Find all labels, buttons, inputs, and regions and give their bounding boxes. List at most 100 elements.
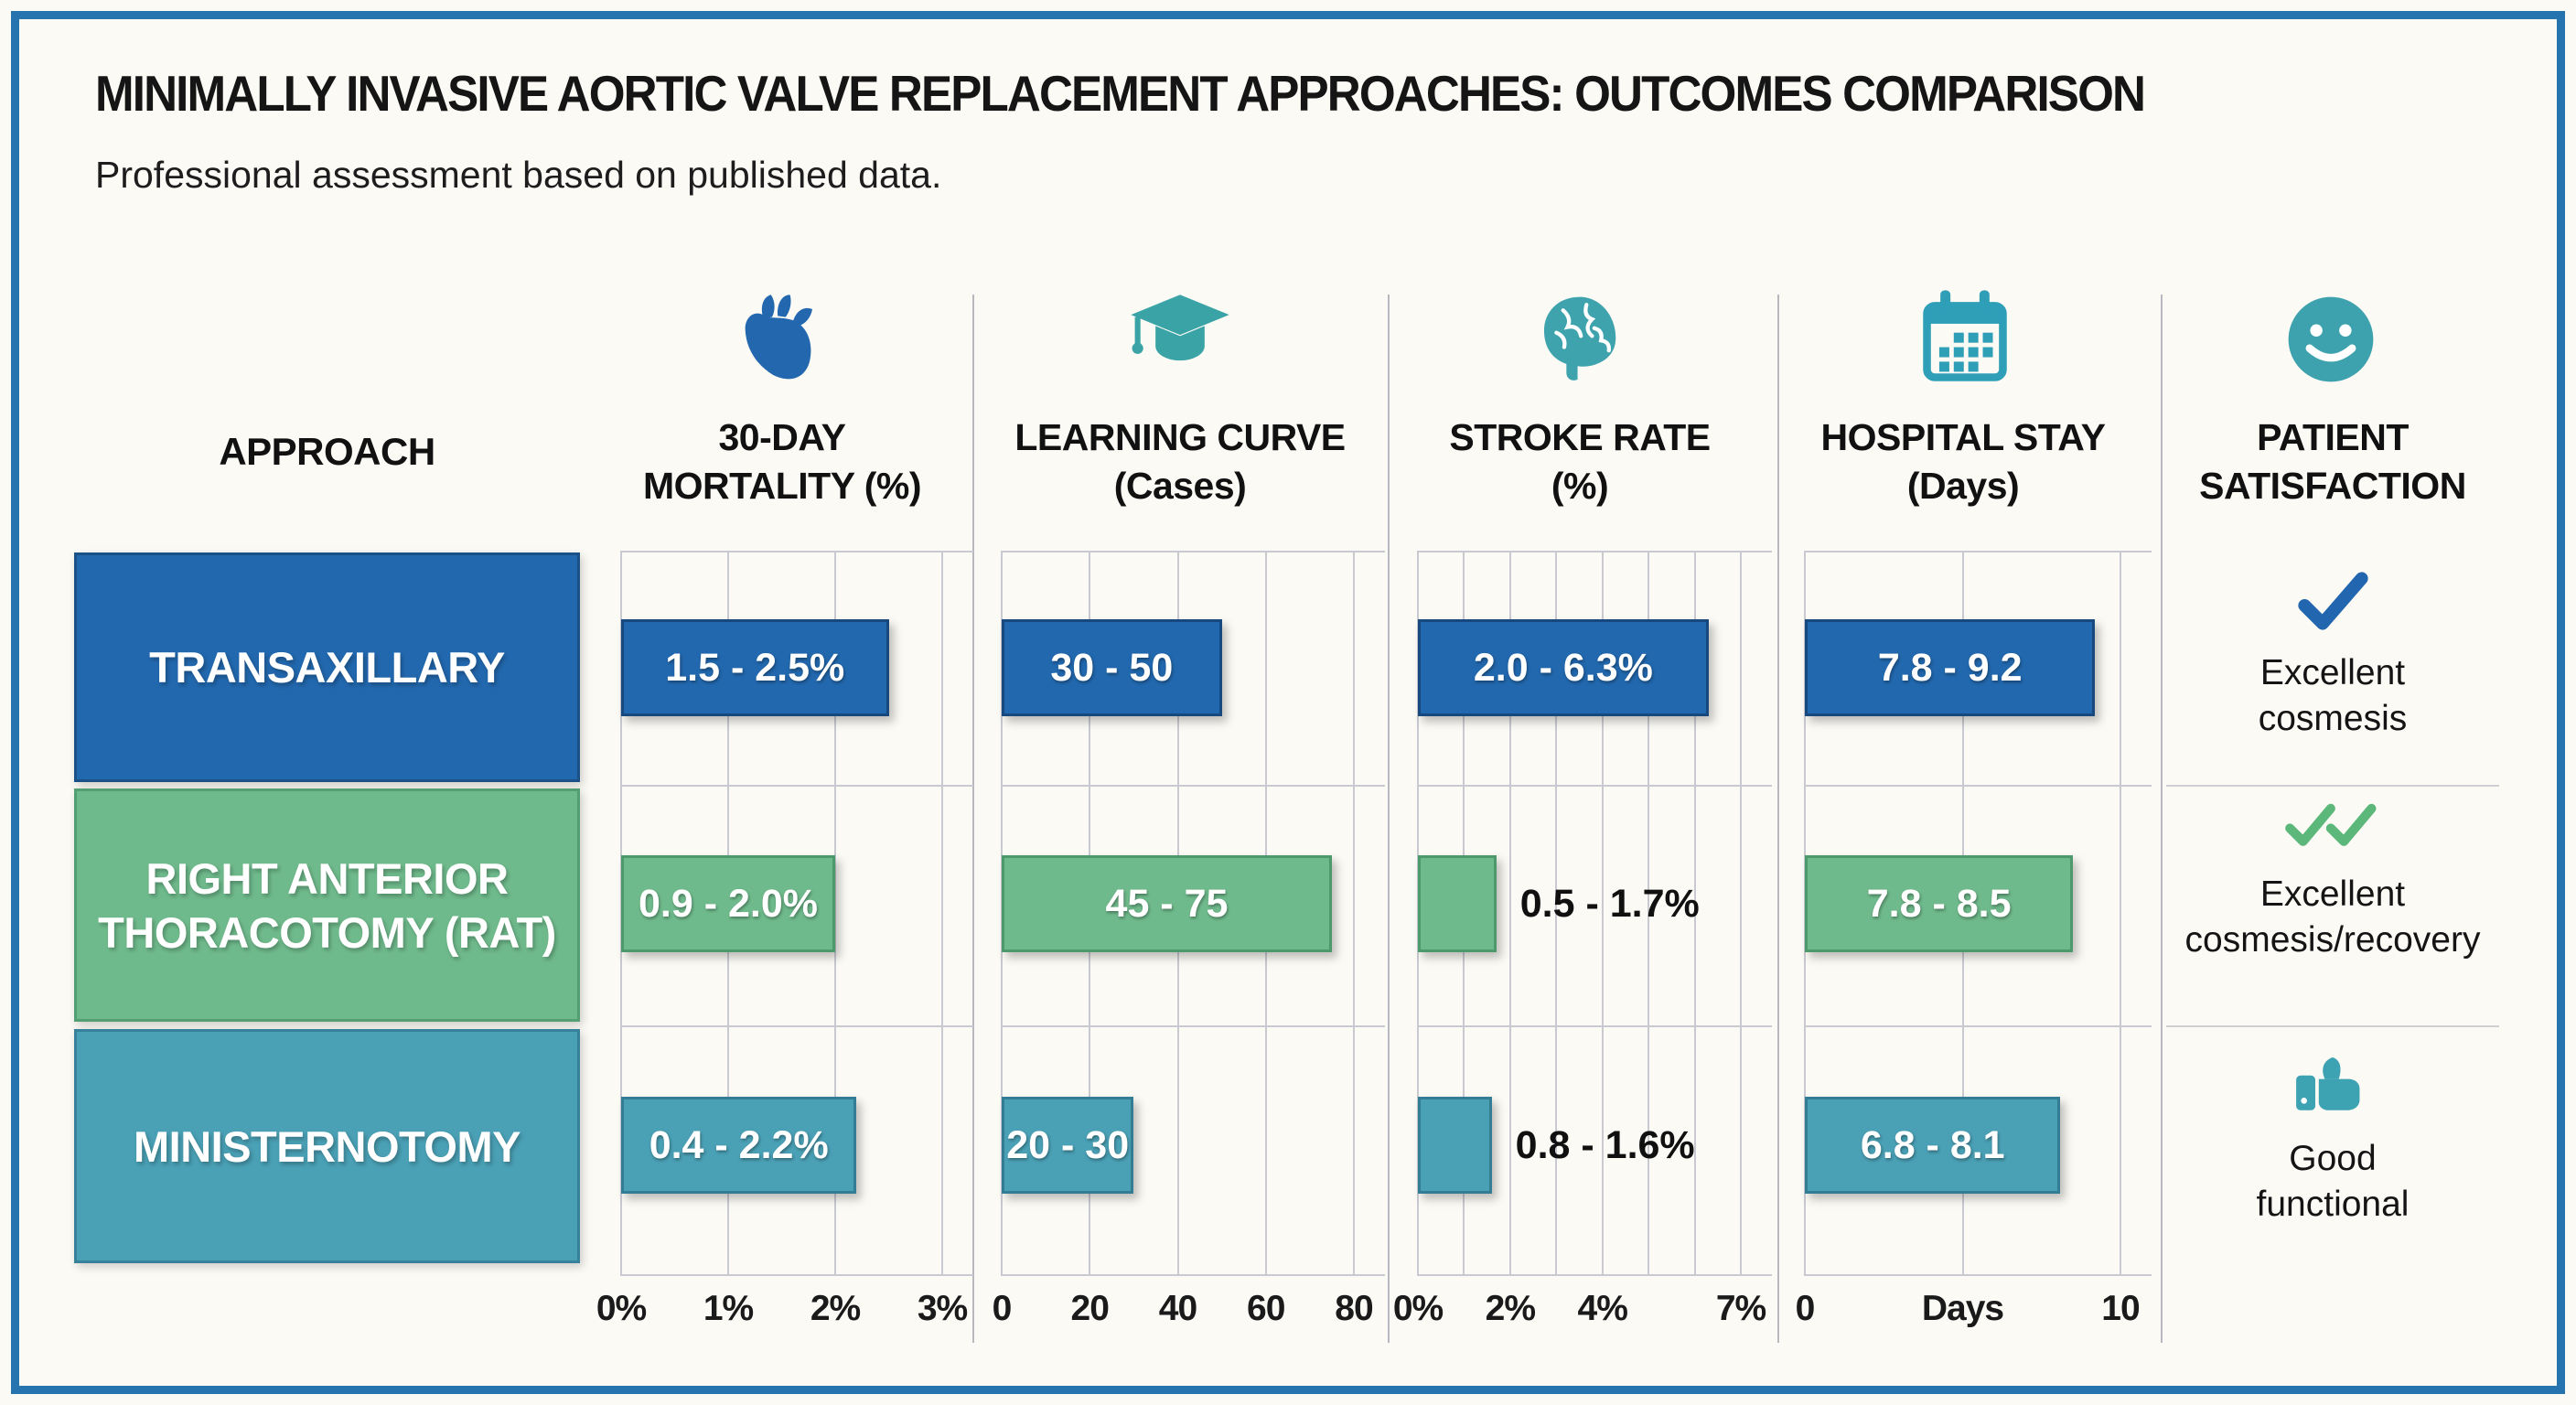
stroke-rate-range-label: 2.0 - 6.3% (1473, 645, 1653, 690)
row-gridline (1805, 1274, 2152, 1276)
axis-tick-label: 4% (1577, 1289, 1628, 1328)
column-separator (2161, 295, 2163, 1343)
axis-tick-label: 3% (917, 1289, 968, 1328)
axis-tick-label: 7% (1715, 1289, 1766, 1328)
stroke-rate-range-bar (1418, 855, 1497, 952)
axis-tick-label: 2% (1485, 1289, 1536, 1328)
learning-curve-range-bar: 45 - 75 (1002, 855, 1332, 952)
column-header-mortality: 30-DAY MORTALITY (%) (585, 413, 979, 510)
satisfaction-text: Excellent cosmesis (2258, 653, 2408, 738)
axis-gridline (1508, 551, 1511, 1276)
calendar-icon (1909, 284, 2021, 395)
mortality-range-bar: 0.4 - 2.2% (621, 1097, 857, 1194)
learning-curve-bar-row: 20 - 30 (1002, 1097, 1354, 1194)
row-gridline (1002, 551, 1385, 552)
learning-curve-bar-row: 30 - 50 (1002, 619, 1354, 716)
smiley-face-icon (2275, 284, 2387, 395)
header-line: SATISFACTION (2199, 465, 2466, 507)
row-gridline (1002, 785, 1385, 787)
row-gridline (621, 1025, 973, 1027)
column-separator (1388, 295, 1390, 1343)
approach-row-right-anterior-thoracotomy: RIGHT ANTERIOR THORACOTOMY (RAT) (74, 788, 580, 1022)
header-line: HOSPITAL STAY (1820, 416, 2106, 458)
row-gridline (621, 1274, 973, 1276)
column-header-hospital-stay: HOSPITAL STAY (Days) (1785, 413, 2141, 510)
row-gridline (1002, 1274, 1385, 1276)
satisfaction-cell-transaxillary: Excellent cosmesis (2166, 563, 2499, 742)
mortality-range-bar: 0.9 - 2.0% (621, 855, 835, 952)
stroke-rate-range-label: 0.5 - 1.7% (1519, 881, 1700, 926)
mortality-range-label: 0.4 - 2.2% (649, 1122, 829, 1167)
mortality-range-label: 1.5 - 2.5% (665, 645, 845, 690)
stroke-rate-bar-row: 0.5 - 1.7% (1418, 855, 1741, 952)
axis-gridline (1353, 551, 1355, 1276)
row-gridline (1418, 1025, 1772, 1027)
row-gridline (1418, 785, 1772, 787)
axis-ticks: 0 20 40 60 80 (993, 1289, 1374, 1336)
axis-ticks: 0% 2% 4% 7% (1393, 1289, 1766, 1336)
hospital-stay-bar-row: 7.8 - 8.5 (1805, 855, 2120, 952)
axis-ticks: 0% 1% 2% 3% (596, 1289, 968, 1336)
hospital-stay-bar-row: 6.8 - 8.1 (1805, 1097, 2120, 1194)
axis-tick-label: 0 (1795, 1289, 1816, 1328)
learning-curve-range-label: 45 - 75 (1105, 881, 1229, 926)
axis-tick-label: 0% (596, 1289, 647, 1328)
chart-30-day-mortality: 1.5 - 2.5% 0.9 - 2.0% 0.4 - 2.2% 0% 1% 2% 3% (596, 551, 973, 1328)
hospital-stay-range-label: 6.8 - 8.1 (1860, 1122, 2005, 1167)
header-line: (Days) (1906, 465, 2020, 507)
header-line: MORTALITY (%) (642, 465, 922, 507)
column-separator (1777, 295, 1779, 1343)
axis-tick-label: 20 (1070, 1289, 1110, 1328)
header-line: PATIENT (2257, 416, 2409, 458)
row-gridline (1805, 785, 2152, 787)
row-gridline (1002, 1025, 1385, 1027)
axis-gridline (941, 551, 943, 1276)
learning-curve-range-label: 30 - 50 (1050, 645, 1174, 690)
mortality-bar-row: 0.9 - 2.0% (621, 855, 942, 952)
header-line: STROKE RATE (1449, 416, 1711, 458)
row-gridline (1418, 1274, 1772, 1276)
axis-gridline (1693, 551, 1696, 1276)
learning-curve-range-bar: 20 - 30 (1002, 1097, 1134, 1194)
brain-icon (1524, 284, 1636, 395)
axis-tick-label: 60 (1247, 1289, 1285, 1328)
stroke-rate-range-bar (1418, 1097, 1492, 1194)
satisfaction-text: Excellent cosmesis/recovery (2184, 874, 2481, 960)
axis-gridline (1601, 551, 1604, 1276)
axis-gridline (1740, 551, 1742, 1276)
axis-tick-label: 40 (1158, 1289, 1197, 1328)
chart-hospital-stay: 7.8 - 9.2 7.8 - 8.5 6.8 - 8.1 0 Days 10 (1796, 551, 2152, 1328)
learning-curve-range-label: 20 - 30 (1006, 1122, 1130, 1167)
axis-tick-label: 0 (992, 1289, 1013, 1328)
row-gridline (1418, 551, 1772, 552)
axis-gridline (2120, 551, 2121, 1276)
axis-tick-label: 2% (810, 1289, 861, 1328)
stroke-rate-range-label: 0.8 - 1.6% (1515, 1122, 1695, 1167)
header-line: LEARNING CURVE (1014, 416, 1346, 458)
row-gridline (1805, 1025, 2152, 1027)
column-header-learning-curve: LEARNING CURVE (Cases) (983, 413, 1377, 510)
thumbs-up-icon (2287, 1037, 2378, 1129)
row-divider (2166, 785, 2499, 787)
learning-curve-bar-row: 45 - 75 (1002, 855, 1354, 952)
axis-tick-label: Days (1921, 1289, 2004, 1328)
mortality-range-label: 0.9 - 2.0% (639, 881, 818, 926)
heart-icon (726, 284, 838, 395)
header-line: (%) (1551, 465, 1609, 507)
header-line: (Cases) (1113, 465, 1247, 507)
hospital-stay-bar-row: 7.8 - 9.2 (1805, 619, 2120, 716)
mortality-bar-row: 1.5 - 2.5% (621, 619, 942, 716)
page-subtitle: Professional assessment based on publish… (95, 154, 942, 196)
row-gridline (621, 551, 973, 552)
double-checkmark-icon (2264, 794, 2401, 864)
hospital-stay-range-label: 7.8 - 8.5 (1866, 881, 2012, 926)
axis-gridline (834, 551, 836, 1276)
mortality-range-bar: 1.5 - 2.5% (621, 619, 889, 716)
chart-learning-curve: 30 - 50 45 - 75 20 - 30 0 20 40 60 80 (993, 551, 1385, 1328)
satisfaction-text: Good functional (2256, 1139, 2410, 1224)
hospital-stay-range-bar: 6.8 - 8.1 (1805, 1097, 2061, 1194)
hospital-stay-range-label: 7.8 - 9.2 (1877, 645, 2023, 690)
mortality-bar-row: 0.4 - 2.2% (621, 1097, 942, 1194)
header-line: 30-DAY (718, 416, 846, 458)
